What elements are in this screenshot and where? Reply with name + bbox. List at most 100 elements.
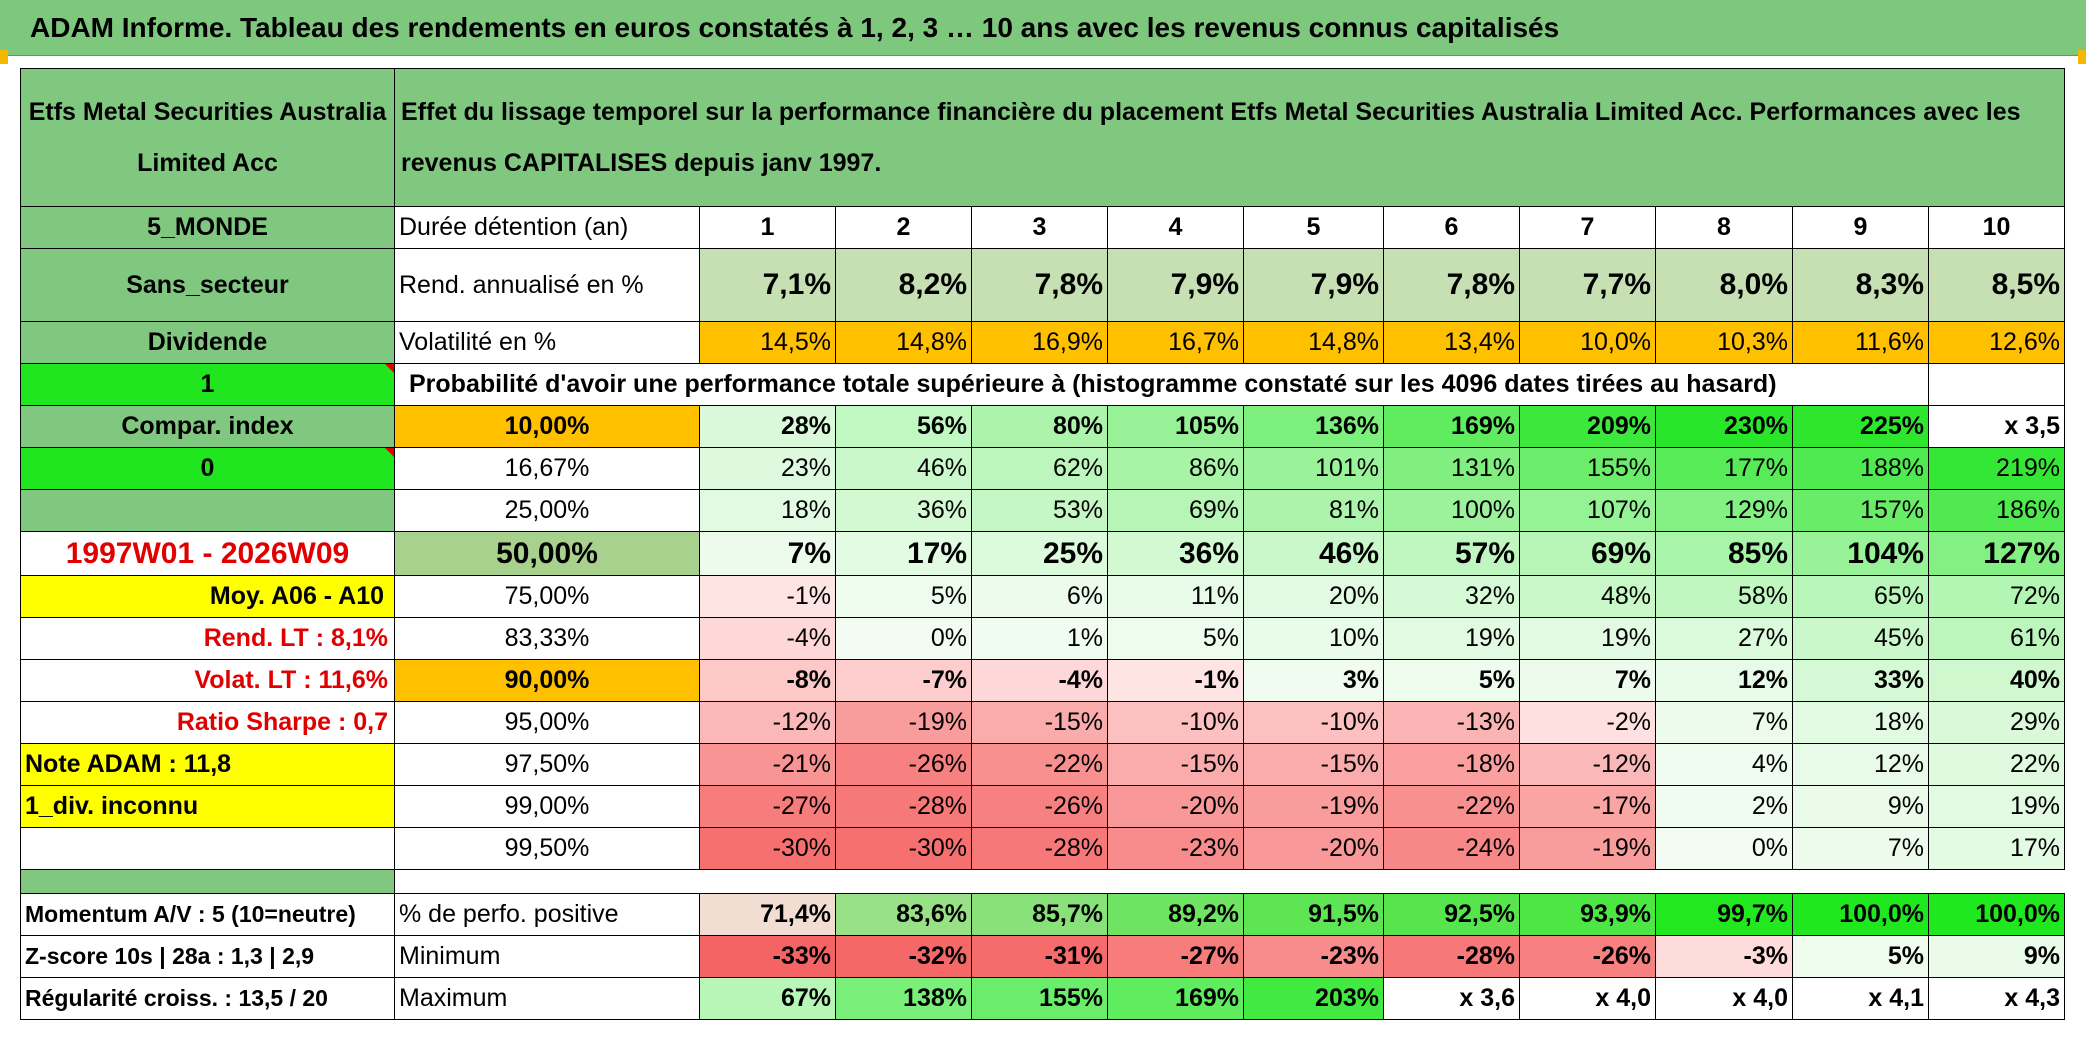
footer-value: 67% — [699, 977, 836, 1020]
percentile-label: 99,00% — [394, 785, 700, 828]
footer-row-label: Minimum — [394, 935, 700, 978]
percentile-value: 22% — [1928, 743, 2065, 786]
percentile-label: 97,50% — [394, 743, 700, 786]
percentile-value: 5% — [835, 575, 972, 618]
footer-value: -33% — [699, 935, 836, 978]
percentile-value: 7% — [1519, 659, 1656, 702]
percentile-value: 19% — [1383, 617, 1520, 660]
zone-label: 5_MONDE — [20, 206, 395, 249]
average-label: Moy. A06 - A10 — [20, 575, 395, 618]
percentile-value: -28% — [835, 785, 972, 828]
percentile-value: -27% — [699, 785, 836, 828]
percentile-value: 18% — [1792, 701, 1929, 744]
percentile-value: 32% — [1383, 575, 1520, 618]
empty-cell — [1928, 363, 2065, 406]
percentile-label: 25,00% — [394, 489, 700, 532]
footer-value: 9% — [1928, 935, 2065, 978]
compar-index-label: Compar. index — [20, 405, 395, 448]
footer-value: x 4,3 — [1928, 977, 2065, 1020]
percentile-value: 105% — [1107, 405, 1244, 448]
year-header: 8 — [1655, 206, 1793, 249]
year-header: 2 — [835, 206, 972, 249]
footer-value: x 4,1 — [1792, 977, 1929, 1020]
percentile-value: 69% — [1107, 489, 1244, 532]
return-cell: 7,8% — [971, 248, 1108, 322]
percentile-value: 46% — [835, 447, 972, 490]
percentile-value: 69% — [1519, 531, 1656, 576]
percentile-value: -19% — [1243, 785, 1384, 828]
footer-value: 89,2% — [1107, 893, 1244, 936]
percentile-value: 3% — [1243, 659, 1384, 702]
percentile-value: 45% — [1792, 617, 1929, 660]
footer-value: x 3,6 — [1383, 977, 1520, 1020]
percentile-value: 81% — [1243, 489, 1384, 532]
footer-value: -32% — [835, 935, 972, 978]
spacer-green — [20, 869, 395, 894]
percentile-value: 48% — [1519, 575, 1656, 618]
percentile-value: 62% — [971, 447, 1108, 490]
volatility-cell: 10,3% — [1655, 321, 1793, 364]
percentile-value: -4% — [971, 659, 1108, 702]
percentile-value: 19% — [1519, 617, 1656, 660]
percentile-value: 18% — [699, 489, 836, 532]
percentile-value: 169% — [1383, 405, 1520, 448]
annualized-return-label: Rend. annualisé en % — [394, 248, 700, 322]
volatility-cell: 16,7% — [1107, 321, 1244, 364]
percentile-value: -22% — [971, 743, 1108, 786]
percentile-value: 5% — [1383, 659, 1520, 702]
percentile-value: 72% — [1928, 575, 2065, 618]
blank-label — [20, 827, 395, 870]
selector-one[interactable]: 1 — [20, 363, 395, 406]
footer-value: 5% — [1792, 935, 1929, 978]
year-header: 4 — [1107, 206, 1244, 249]
sharpe-ratio: Ratio Sharpe : 0,7 — [20, 701, 395, 744]
volatility-label: Volatilité en % — [394, 321, 700, 364]
report-title-banner: ADAM Informe. Tableau des rendements en … — [0, 0, 2086, 56]
holding-duration-label: Durée détention (an) — [394, 206, 700, 249]
percentile-value: 25% — [971, 531, 1108, 576]
percentile-value: 28% — [699, 405, 836, 448]
percentile-value: 12% — [1655, 659, 1793, 702]
spacer — [394, 869, 2065, 894]
percentile-value: 4% — [1655, 743, 1793, 786]
percentile-label: 99,50% — [394, 827, 700, 870]
right-edge-marker — [2078, 50, 2086, 64]
dividend-unknown: 1_div. inconnu — [20, 785, 395, 828]
percentile-value: -30% — [835, 827, 972, 870]
footer-value: 71,4% — [699, 893, 836, 936]
footer-value: 85,7% — [971, 893, 1108, 936]
percentile-value: 219% — [1928, 447, 2065, 490]
volatility-cell: 14,8% — [1243, 321, 1384, 364]
percentile-value: 36% — [835, 489, 972, 532]
percentile-value: 0% — [835, 617, 972, 660]
return-cell: 8,2% — [835, 248, 972, 322]
long-term-return: Rend. LT : 8,1% — [20, 617, 395, 660]
percentile-value: -30% — [699, 827, 836, 870]
return-cell: 7,8% — [1383, 248, 1520, 322]
percentile-value: 29% — [1928, 701, 2065, 744]
percentile-value: 27% — [1655, 617, 1793, 660]
percentile-value: 36% — [1107, 531, 1244, 576]
percentile-value: -19% — [1519, 827, 1656, 870]
footer-value: -27% — [1107, 935, 1244, 978]
percentile-value: 33% — [1792, 659, 1929, 702]
selector-zero[interactable]: 0 — [20, 447, 395, 490]
percentile-value: 9% — [1792, 785, 1929, 828]
percentile-value: -15% — [1243, 743, 1384, 786]
percentile-value: -10% — [1243, 701, 1384, 744]
volatility-cell: 12,6% — [1928, 321, 2065, 364]
year-header: 7 — [1519, 206, 1656, 249]
footer-value: -28% — [1383, 935, 1520, 978]
percentile-value: 155% — [1519, 447, 1656, 490]
performance-table: Etfs Metal Securities Australia Limited … — [20, 68, 2065, 1020]
percentile-value: 7% — [1655, 701, 1793, 744]
percentile-value: 6% — [971, 575, 1108, 618]
percentile-value: 107% — [1519, 489, 1656, 532]
percentile-value: 17% — [1928, 827, 2065, 870]
long-term-volatility: Volat. LT : 11,6% — [20, 659, 395, 702]
footer-value: 92,5% — [1383, 893, 1520, 936]
footer-value: 83,6% — [835, 893, 972, 936]
percentile-value: 0% — [1655, 827, 1793, 870]
percentile-value: 19% — [1928, 785, 2065, 828]
footer-value: -26% — [1519, 935, 1656, 978]
